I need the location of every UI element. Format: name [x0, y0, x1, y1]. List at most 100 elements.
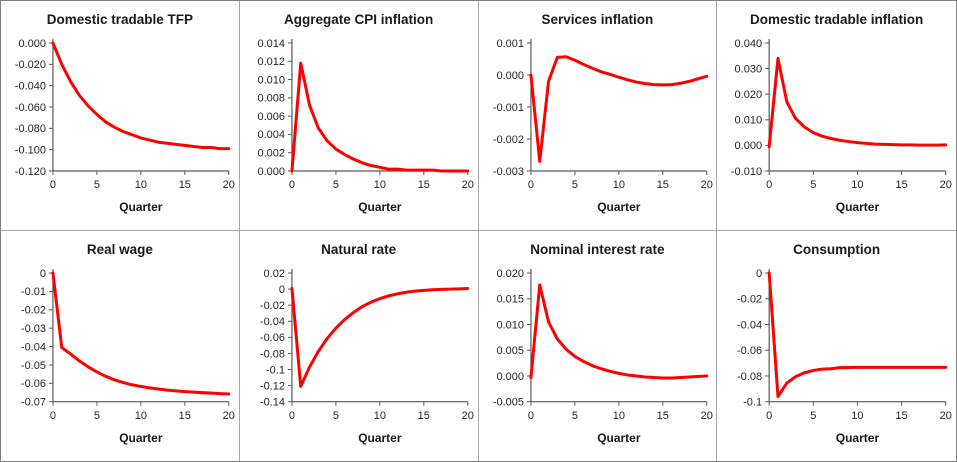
y-tick-label: 0.020	[735, 89, 763, 101]
y-tick-label: -0.01	[21, 286, 46, 298]
y-tick-label: -0.02	[737, 294, 762, 306]
x-tick-label: 15	[896, 410, 908, 422]
y-tick-label: 0.000	[496, 70, 523, 82]
x-tick-label: 10	[612, 179, 624, 191]
line-chart-canvas: 0.02 0 -0.02 -0.04 -0.06 -0.08 -0.1 -0.12 -0.14 0…	[260, 268, 474, 445]
line-chart-canvas: 0.020 0.015 0.010 0.005 0.000 -0.005 0 5 10 15 20 Q…	[492, 268, 712, 445]
data-line	[528, 55, 708, 163]
x-tick-label: 15	[179, 179, 191, 191]
x-tick-label: 10	[373, 410, 385, 422]
data-line	[290, 286, 470, 388]
y-tick-label: -0.120	[15, 166, 46, 178]
y-tick-label: 0.002	[257, 148, 284, 160]
y-tick-label: 0.005	[496, 345, 523, 357]
y-tick-label: -0.010	[731, 166, 762, 178]
x-axis-label: Quarter	[358, 431, 402, 445]
x-tick-label: 5	[571, 179, 577, 191]
y-tick-label: 0.010	[496, 319, 523, 331]
x-tick-label: 20	[461, 179, 473, 191]
data-line	[51, 271, 231, 396]
x-tick-label: 0	[527, 410, 533, 422]
x-tick-label: 20	[223, 410, 235, 422]
chart-title: Real wage	[86, 242, 153, 257]
y-tick-label: -0.040	[15, 80, 46, 92]
y-tick-label: 0.000	[496, 371, 523, 383]
y-tick-label: -0.020	[15, 59, 46, 71]
y-tick-label: -0.08	[260, 348, 285, 360]
y-tick-label: 0.001	[496, 38, 523, 50]
x-tick-label: 5	[810, 179, 816, 191]
line-chart-canvas: 0.001 0.000 -0.001 -0.002 -0.003 0 5 10 15 20 Quar…	[492, 38, 712, 214]
y-tick-label: 0.010	[257, 74, 284, 86]
x-tick-label: 5	[94, 410, 100, 422]
y-tick-label: 0.040	[735, 38, 763, 50]
x-tick-label: 20	[700, 410, 712, 422]
line-chart-canvas: 0.040 0.030 0.020 0.010 0.000 -0.010 0 5 10 15 20 Q…	[731, 38, 952, 214]
y-tick-label: 0.012	[257, 56, 284, 68]
y-tick-label: -0.04	[260, 316, 285, 328]
y-tick-label: -0.14	[260, 396, 285, 408]
y-tick-label: -0.04	[737, 319, 762, 331]
y-tick-label: 0.008	[257, 93, 284, 105]
y-tick-label: -0.02	[21, 305, 46, 317]
x-tick-label: 15	[656, 410, 668, 422]
chart-title: Domestic tradable TFP	[46, 12, 194, 27]
chart-panel-consumption: Consumption 0 -0.02 -0.04 -0.06 -0.08 -0.1 0 5 1…	[717, 231, 956, 461]
chart-title: Natural rate	[321, 242, 397, 257]
y-tick-label: -0.07	[21, 396, 46, 408]
y-tick-label: -0.12	[260, 380, 285, 392]
y-tick-label: -0.03	[21, 323, 46, 335]
y-tick-label: 0.030	[735, 63, 763, 75]
x-tick-label: 0	[289, 410, 295, 422]
y-tick-label: 0.000	[257, 166, 284, 178]
x-tick-label: 0	[50, 179, 56, 191]
y-tick-label: -0.060	[15, 102, 46, 114]
y-tick-label: -0.003	[492, 166, 523, 178]
y-tick-label: -0.005	[492, 396, 523, 408]
chart-panel-domestic-tradable-tfp: Domestic tradable TFP 0.000 -0.020 -0.040 -…	[1, 1, 240, 231]
x-tick-label: 10	[852, 179, 864, 191]
x-axis-label: Quarter	[836, 200, 880, 214]
x-axis-label: Quarter	[597, 431, 641, 445]
x-axis-label: Quarter	[119, 431, 163, 445]
y-tick-label: 0.015	[496, 294, 523, 306]
line-chart-canvas: 0 -0.02 -0.04 -0.06 -0.08 -0.1 0 5 10 15 20 Quarter	[737, 268, 952, 445]
x-tick-label: 0	[50, 410, 56, 422]
y-tick-label: 0.020	[496, 268, 523, 280]
y-tick-label: 0	[279, 284, 285, 296]
chart-title: Consumption	[793, 242, 881, 257]
data-line	[51, 41, 231, 151]
x-tick-label: 10	[373, 179, 385, 191]
y-tick-label: -0.1	[743, 397, 762, 409]
y-tick-label: -0.002	[492, 134, 523, 146]
y-tick-label: -0.001	[492, 102, 523, 114]
chart-panel-aggregate-cpi-inflation: Aggregate CPI inflation 0.014 0.012 0.010 0…	[239, 1, 479, 231]
x-tick-label: 15	[417, 410, 429, 422]
y-tick-label: 0.004	[257, 129, 284, 141]
chart-title: Domestic tradable inflation	[749, 12, 924, 27]
x-axis-label: Quarter	[358, 200, 402, 214]
chart-panel-natural-rate: Natural rate 0.02 0 -0.02 -0.04 -0.06 -0.08 -0…	[239, 231, 479, 461]
y-tick-label: -0.06	[21, 378, 46, 390]
x-tick-label: 10	[135, 179, 147, 191]
y-tick-label: -0.06	[737, 345, 762, 357]
y-tick-label: 0.006	[257, 111, 284, 123]
x-tick-label: 0	[766, 410, 772, 422]
y-tick-label: -0.080	[15, 123, 46, 135]
y-tick-label: 0.000	[735, 140, 763, 152]
x-tick-label: 15	[417, 179, 429, 191]
y-tick-label: -0.1	[266, 364, 285, 376]
y-tick-label: 0.000	[18, 38, 45, 50]
x-tick-label: 10	[135, 410, 147, 422]
x-axis-label: Quarter	[836, 431, 880, 445]
chart-title: Nominal interest rate	[530, 242, 665, 257]
x-axis-label: Quarter	[119, 200, 163, 214]
y-tick-label: -0.04	[21, 341, 46, 353]
y-tick-label: 0	[756, 268, 762, 280]
x-tick-label: 15	[656, 179, 668, 191]
y-tick-label: 0.010	[735, 115, 763, 127]
x-tick-label: 5	[94, 179, 100, 191]
chart-panel-nominal-interest-rate: Nominal interest rate 0.020 0.015 0.010 0.0…	[478, 231, 718, 461]
x-tick-label: 20	[700, 179, 712, 191]
chart-panel-real-wage: Real wage 0 -0.01 -0.02 -0.03 -0.04 -0.05 -0.0…	[1, 231, 240, 461]
